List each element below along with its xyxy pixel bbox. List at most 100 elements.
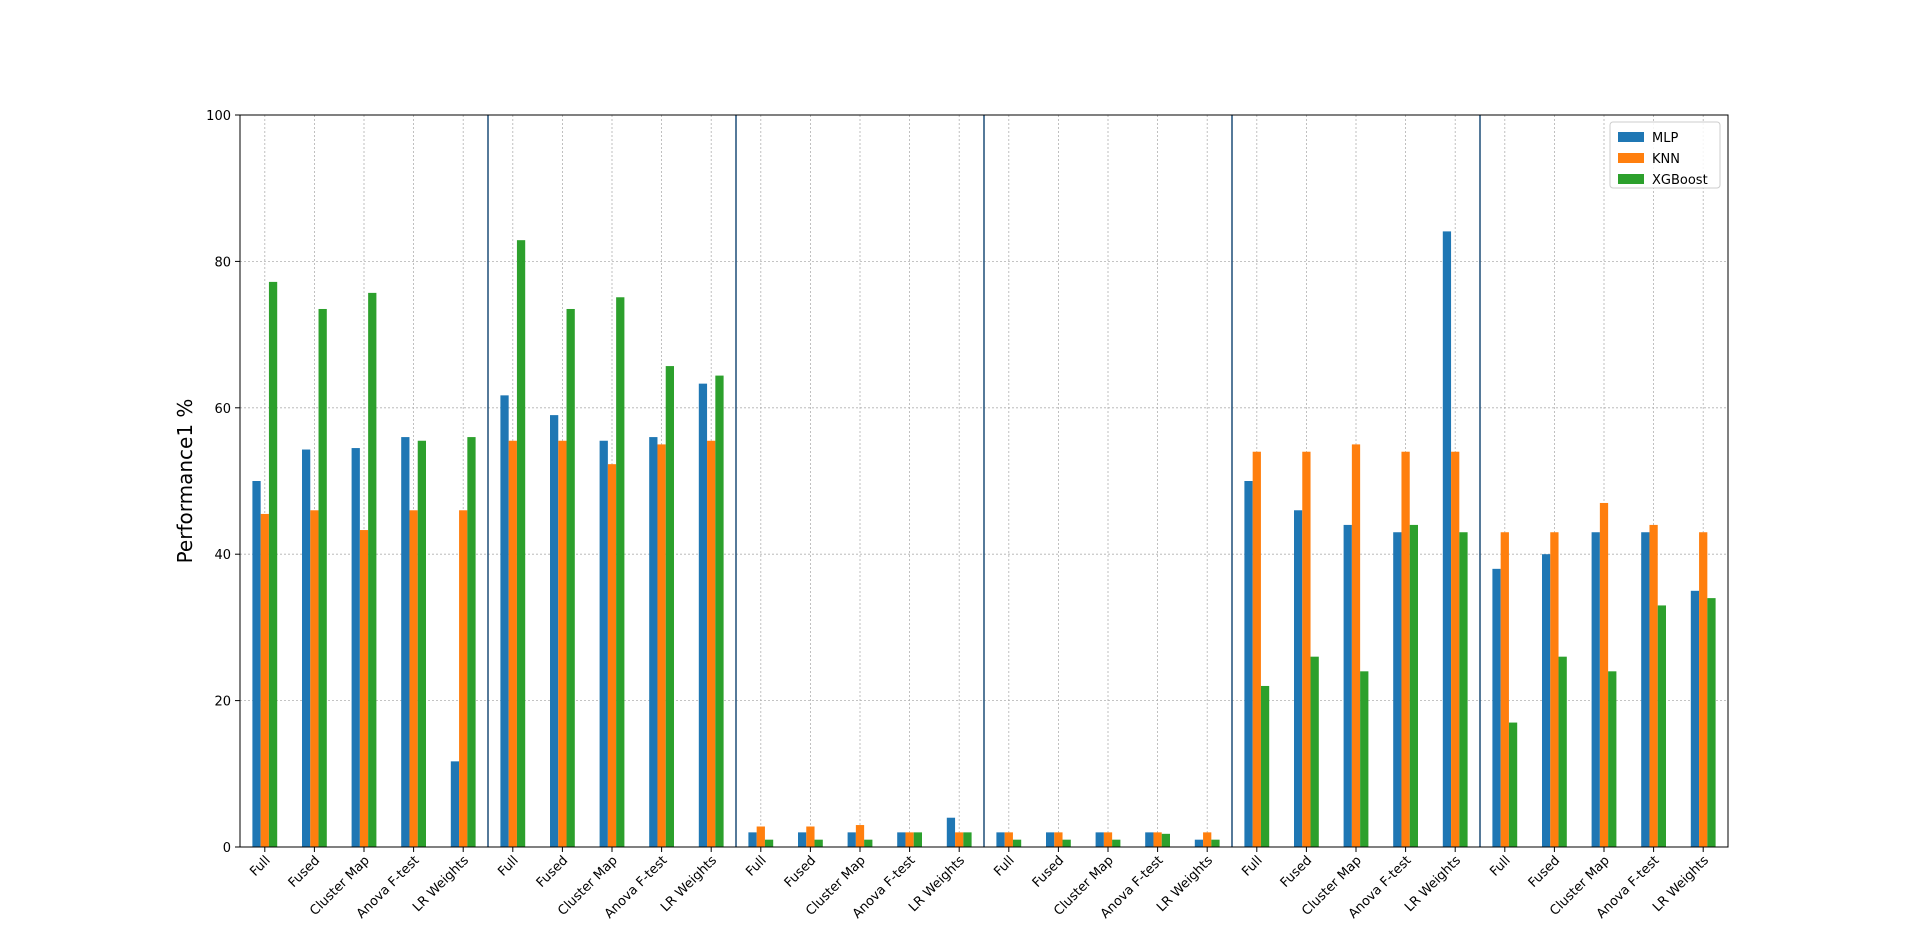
plot-frame bbox=[239, 114, 1729, 848]
bar-mlp bbox=[450, 761, 460, 847]
bar-knn bbox=[1451, 451, 1460, 847]
bar-mlp bbox=[500, 395, 509, 847]
bar-mlp bbox=[748, 832, 757, 847]
legend-label-mlp: MLP bbox=[1652, 131, 1678, 146]
bar-xgboost bbox=[1062, 839, 1071, 847]
bar-mlp bbox=[550, 415, 559, 847]
bar-knn bbox=[1302, 451, 1311, 847]
bar-xgboost bbox=[417, 440, 426, 847]
bar-mlp bbox=[1542, 554, 1551, 847]
bar-xgboost bbox=[566, 308, 575, 848]
bar-mlp bbox=[1492, 568, 1501, 847]
x-tick-label: Full bbox=[1487, 853, 1513, 879]
bar-knn bbox=[1054, 832, 1063, 847]
legend-label-xgboost: XGBoost bbox=[1652, 173, 1708, 188]
bar-xgboost bbox=[368, 292, 377, 848]
bar-knn bbox=[1599, 502, 1609, 847]
bar-knn bbox=[607, 464, 617, 847]
bar-knn bbox=[508, 440, 517, 847]
bar-mlp bbox=[1641, 532, 1650, 847]
bar-mlp bbox=[798, 832, 807, 847]
bar-xgboost bbox=[1112, 839, 1121, 847]
legend-label-knn: KNN bbox=[1652, 152, 1680, 167]
bar-mlp bbox=[698, 383, 708, 847]
bar-mlp bbox=[1442, 231, 1452, 847]
bars bbox=[252, 231, 1716, 848]
y-tick-label: 40 bbox=[214, 548, 231, 563]
bar-mlp bbox=[1591, 532, 1600, 847]
bar-mlp bbox=[1194, 839, 1204, 847]
x-tick-label: Full bbox=[991, 853, 1017, 879]
bar-knn bbox=[756, 826, 765, 847]
x-tick-label: Fused bbox=[534, 853, 571, 890]
bar-mlp bbox=[847, 832, 856, 847]
y-tick-label: 20 bbox=[214, 695, 231, 710]
bar-mlp bbox=[649, 437, 658, 847]
legend-swatch-knn bbox=[1618, 153, 1644, 163]
bar-mlp bbox=[401, 437, 410, 847]
bar-xgboost bbox=[1012, 839, 1022, 847]
y-axis-label: Performance1 % bbox=[173, 399, 197, 564]
bar-mlp bbox=[996, 832, 1005, 847]
bar-mlp bbox=[1294, 510, 1303, 847]
bar-knn bbox=[459, 510, 468, 847]
legend-swatch-mlp bbox=[1618, 132, 1644, 142]
bar-knn bbox=[260, 513, 269, 847]
bar-knn bbox=[905, 832, 914, 847]
bar-mlp bbox=[1244, 481, 1253, 847]
bar-mlp bbox=[1343, 524, 1352, 847]
bar-knn bbox=[707, 440, 716, 847]
bar-xgboost bbox=[963, 832, 972, 847]
bar-xgboost bbox=[1260, 685, 1270, 847]
bar-xgboost bbox=[1508, 722, 1518, 847]
bar-knn bbox=[955, 832, 964, 847]
bar-xgboost bbox=[1360, 671, 1369, 847]
bar-knn bbox=[1351, 444, 1361, 847]
legend-swatch-xgboost bbox=[1618, 174, 1644, 184]
y-tick-label: 100 bbox=[206, 109, 231, 124]
bar-mlp bbox=[252, 481, 261, 847]
bar-xgboost bbox=[864, 839, 873, 847]
bar-knn bbox=[1004, 832, 1013, 847]
x-tick-label: Fused bbox=[1278, 853, 1315, 890]
bar-mlp bbox=[897, 832, 906, 847]
bar-knn bbox=[1550, 532, 1559, 847]
bar-knn bbox=[855, 825, 865, 847]
y-tick-label: 80 bbox=[214, 255, 231, 270]
bar-knn bbox=[1252, 451, 1261, 847]
bar-mlp bbox=[1046, 832, 1055, 847]
x-tick-label: Fused bbox=[1526, 853, 1563, 890]
x-tick-label: Fused bbox=[1030, 853, 1067, 890]
x-tick-label: Fused bbox=[286, 853, 323, 890]
y-tick-label: 60 bbox=[214, 402, 231, 417]
bar-xgboost bbox=[913, 832, 922, 847]
bar-mlp bbox=[1095, 832, 1104, 847]
bar-xgboost bbox=[764, 839, 774, 847]
legend: MLP KNN XGBoost bbox=[1609, 121, 1721, 189]
bar-knn bbox=[1401, 451, 1410, 847]
bar-mlp bbox=[1393, 532, 1402, 847]
bar-xgboost bbox=[318, 308, 327, 848]
bar-knn bbox=[1649, 524, 1658, 847]
bar-knn bbox=[359, 530, 369, 847]
bar-xgboost bbox=[665, 366, 674, 847]
bar-xgboost bbox=[1558, 656, 1567, 847]
bar-xgboost bbox=[1409, 524, 1418, 847]
bar-xgboost bbox=[814, 839, 823, 847]
x-tick-label: Full bbox=[1239, 853, 1265, 879]
bar-knn bbox=[806, 826, 815, 847]
bar-knn bbox=[409, 510, 418, 847]
y-tick-label: 0 bbox=[223, 841, 231, 856]
bar-mlp bbox=[946, 817, 956, 847]
bar-knn bbox=[657, 444, 666, 847]
bar-xgboost bbox=[1459, 532, 1468, 847]
y-axis: 0 20 40 60 80 100 bbox=[206, 109, 240, 856]
x-tick-label: Full bbox=[495, 853, 521, 879]
bar-knn bbox=[558, 440, 567, 847]
bar-knn bbox=[310, 510, 319, 847]
bar-knn bbox=[1203, 832, 1212, 847]
bar-xgboost bbox=[1310, 656, 1319, 847]
bar-xgboost bbox=[1608, 671, 1617, 847]
